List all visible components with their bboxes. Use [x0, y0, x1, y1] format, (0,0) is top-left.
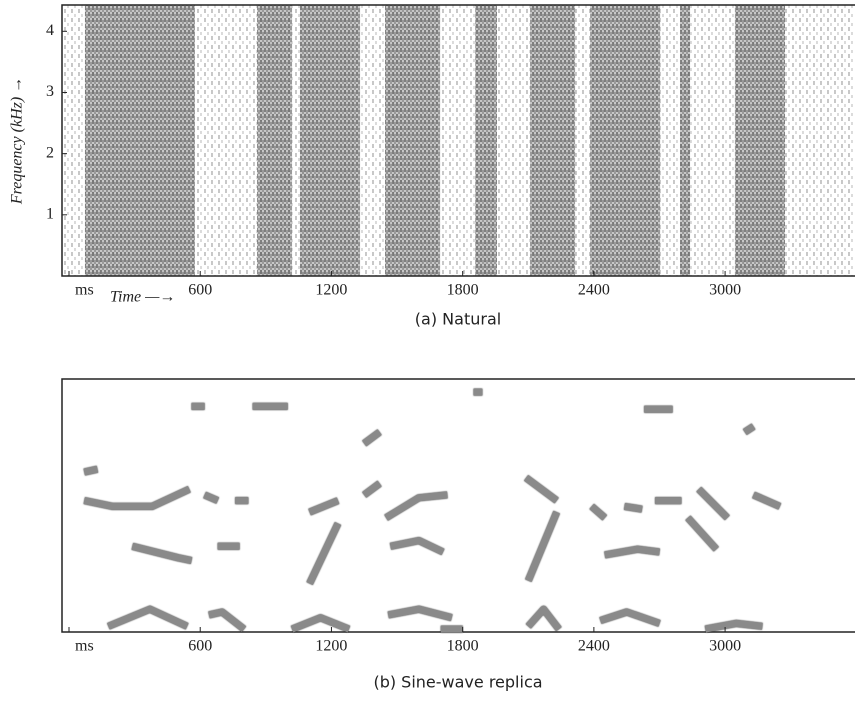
sine-track: [623, 502, 643, 513]
sine-track: [362, 480, 382, 498]
sine-track: [696, 486, 730, 521]
sine-track: [525, 605, 562, 632]
energy-band: [680, 5, 691, 276]
sine-track: [306, 522, 342, 585]
sine-track: [589, 503, 608, 521]
x-tick-label: 1200: [315, 282, 347, 299]
sine-track: [107, 605, 189, 630]
sine-track: [208, 608, 247, 632]
energy-band: [475, 5, 497, 276]
energy-band: [84, 5, 195, 276]
y-tick-label: 1: [46, 205, 54, 222]
y-tick-label: 3: [46, 83, 54, 100]
sine-track: [704, 619, 763, 633]
plot-frame: [61, 378, 855, 633]
sine-track: [599, 608, 661, 627]
energy-band: [530, 5, 576, 276]
x-tick-label: 2400: [578, 282, 610, 299]
sine-track: [203, 491, 220, 504]
sine-track: [389, 537, 445, 556]
x-tick-label: 1800: [447, 282, 479, 299]
sine-track: [131, 542, 193, 565]
x-tick-label: 3000: [709, 282, 741, 299]
sine-track: [83, 465, 99, 476]
x-tick-label: ms: [75, 638, 94, 655]
plot-frame: [61, 4, 855, 277]
sine-track: [83, 486, 191, 510]
sine-track: [362, 429, 382, 447]
sine-track: [525, 510, 560, 582]
x-tick-label: 1800: [447, 638, 479, 655]
x-tick-label: 2400: [578, 638, 610, 655]
sine-track: [524, 474, 559, 504]
caption: (a) Natural: [415, 310, 501, 329]
x-tick-label: 3000: [709, 638, 741, 655]
sine-track: [384, 491, 448, 521]
energy-band: [734, 5, 786, 276]
x-tick-label: 1200: [315, 638, 347, 655]
energy-band: [257, 5, 293, 276]
sine-track: [685, 515, 719, 552]
energy-band: [385, 5, 441, 276]
sine-track: [308, 497, 340, 516]
sine-track: [387, 605, 453, 622]
x-tick-label: ms: [75, 282, 94, 299]
energy-band: [590, 5, 661, 276]
caption: (b) Sine-wave replica: [373, 673, 542, 692]
y-axis-label: Frequency (kHz) →: [9, 77, 26, 205]
sine-track: [290, 614, 351, 633]
x-tick-label: 600: [188, 282, 212, 299]
y-tick-label: 4: [46, 22, 54, 39]
x-axis-label: Time —→: [110, 289, 175, 306]
sine-track: [752, 491, 782, 510]
energy-band: [299, 5, 361, 276]
sine-track: [604, 545, 660, 559]
sine-track: [742, 423, 756, 436]
y-tick-label: 2: [46, 144, 54, 161]
x-tick-label: 600: [188, 638, 212, 655]
